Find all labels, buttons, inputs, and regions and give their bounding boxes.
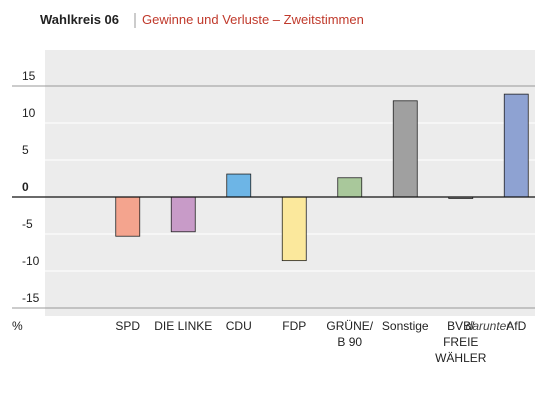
x-tick-label: AfD xyxy=(506,319,526,333)
y-axis-label: % xyxy=(12,319,23,333)
y-tick-label: 0 xyxy=(22,180,29,194)
y-tick-label: -15 xyxy=(22,291,40,305)
bar xyxy=(337,177,363,198)
y-tick-label: 5 xyxy=(22,143,29,157)
y-tick-label: 15 xyxy=(22,69,36,83)
bar xyxy=(281,196,307,262)
chart-subtitle: Gewinne und Verluste – Zweitstimmen xyxy=(142,12,364,27)
x-tick-label: SPD xyxy=(115,319,140,333)
bar xyxy=(170,196,196,233)
x-tick-label: FDP xyxy=(282,319,306,333)
x-tick-label: CDU xyxy=(226,319,252,333)
bar xyxy=(392,100,418,198)
plot-background xyxy=(45,50,535,316)
bar xyxy=(115,196,141,237)
annotation: darunter xyxy=(466,319,512,333)
y-tick-label: -5 xyxy=(22,217,33,231)
x-tick-label: DIE LINKE xyxy=(154,319,212,333)
bar xyxy=(226,173,252,198)
chart-title: Wahlkreis 06 xyxy=(40,12,119,27)
y-tick-label: -10 xyxy=(22,254,40,268)
x-tick-label: BVB/FREIE WÄHLER xyxy=(435,319,487,365)
bar xyxy=(503,93,529,198)
x-tick-label: GRÜNE/B 90 xyxy=(326,319,373,349)
x-tick-label: Sonstige xyxy=(382,319,429,333)
y-tick-label: 10 xyxy=(22,106,36,120)
